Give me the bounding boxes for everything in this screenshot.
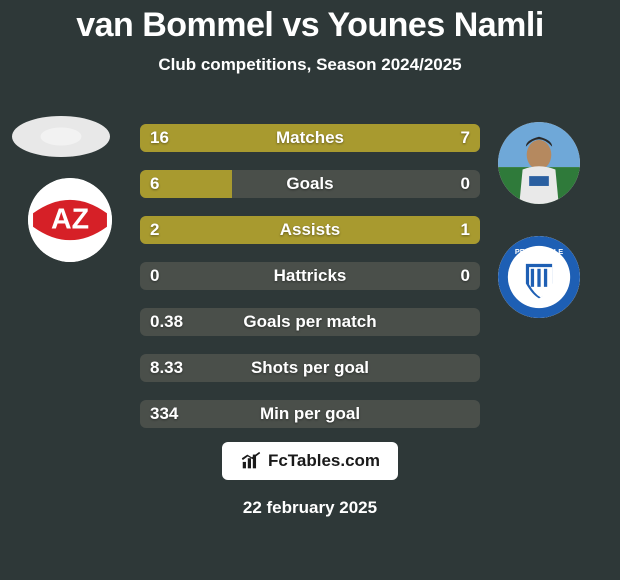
comparison-card: van Bommel vs Younes Namli Club competit… <box>0 0 620 580</box>
stat-row: 8.33Shots per goal <box>140 354 480 382</box>
club2-logo-icon: PEC ZWOLLE <box>498 236 580 318</box>
stat-label: Goals per match <box>140 308 480 336</box>
club1-logo-icon: AZ <box>28 178 112 262</box>
stat-value-right: 0 <box>461 170 470 198</box>
page-subtitle: Club competitions, Season 2024/2025 <box>0 55 620 75</box>
stat-label: Hattricks <box>140 262 480 290</box>
footer-date: 22 february 2025 <box>0 498 620 518</box>
stat-row: 0.38Goals per match <box>140 308 480 336</box>
stat-value-right: 0 <box>461 262 470 290</box>
page-title: van Bommel vs Younes Namli <box>0 0 620 45</box>
svg-text:AZ: AZ <box>51 203 89 235</box>
brand-badge: FcTables.com <box>222 442 398 480</box>
stat-row: 0Hattricks0 <box>140 262 480 290</box>
stat-value-right: 1 <box>461 216 470 244</box>
stat-row: 2Assists1 <box>140 216 480 244</box>
stats-bars: 16Matches76Goals02Assists10Hattricks00.3… <box>140 124 480 446</box>
stat-value-right: 7 <box>461 124 470 152</box>
stat-label: Assists <box>140 216 480 244</box>
avatar-placeholder-icon <box>12 116 110 157</box>
stat-label: Min per goal <box>140 400 480 428</box>
stat-label: Matches <box>140 124 480 152</box>
brand-label: FcTables.com <box>268 451 380 471</box>
svg-text:PEC ZWOLLE: PEC ZWOLLE <box>515 247 563 256</box>
player2-club-badge: PEC ZWOLLE <box>498 236 580 318</box>
chart-icon <box>240 450 262 472</box>
player1-avatar <box>12 116 110 157</box>
stat-label: Goals <box>140 170 480 198</box>
stat-row: 16Matches7 <box>140 124 480 152</box>
stat-label: Shots per goal <box>140 354 480 382</box>
stat-row: 6Goals0 <box>140 170 480 198</box>
stat-row: 334Min per goal <box>140 400 480 428</box>
player2-avatar <box>498 122 580 204</box>
player1-club-badge: AZ <box>28 178 112 262</box>
player2-photo-icon <box>498 122 580 204</box>
